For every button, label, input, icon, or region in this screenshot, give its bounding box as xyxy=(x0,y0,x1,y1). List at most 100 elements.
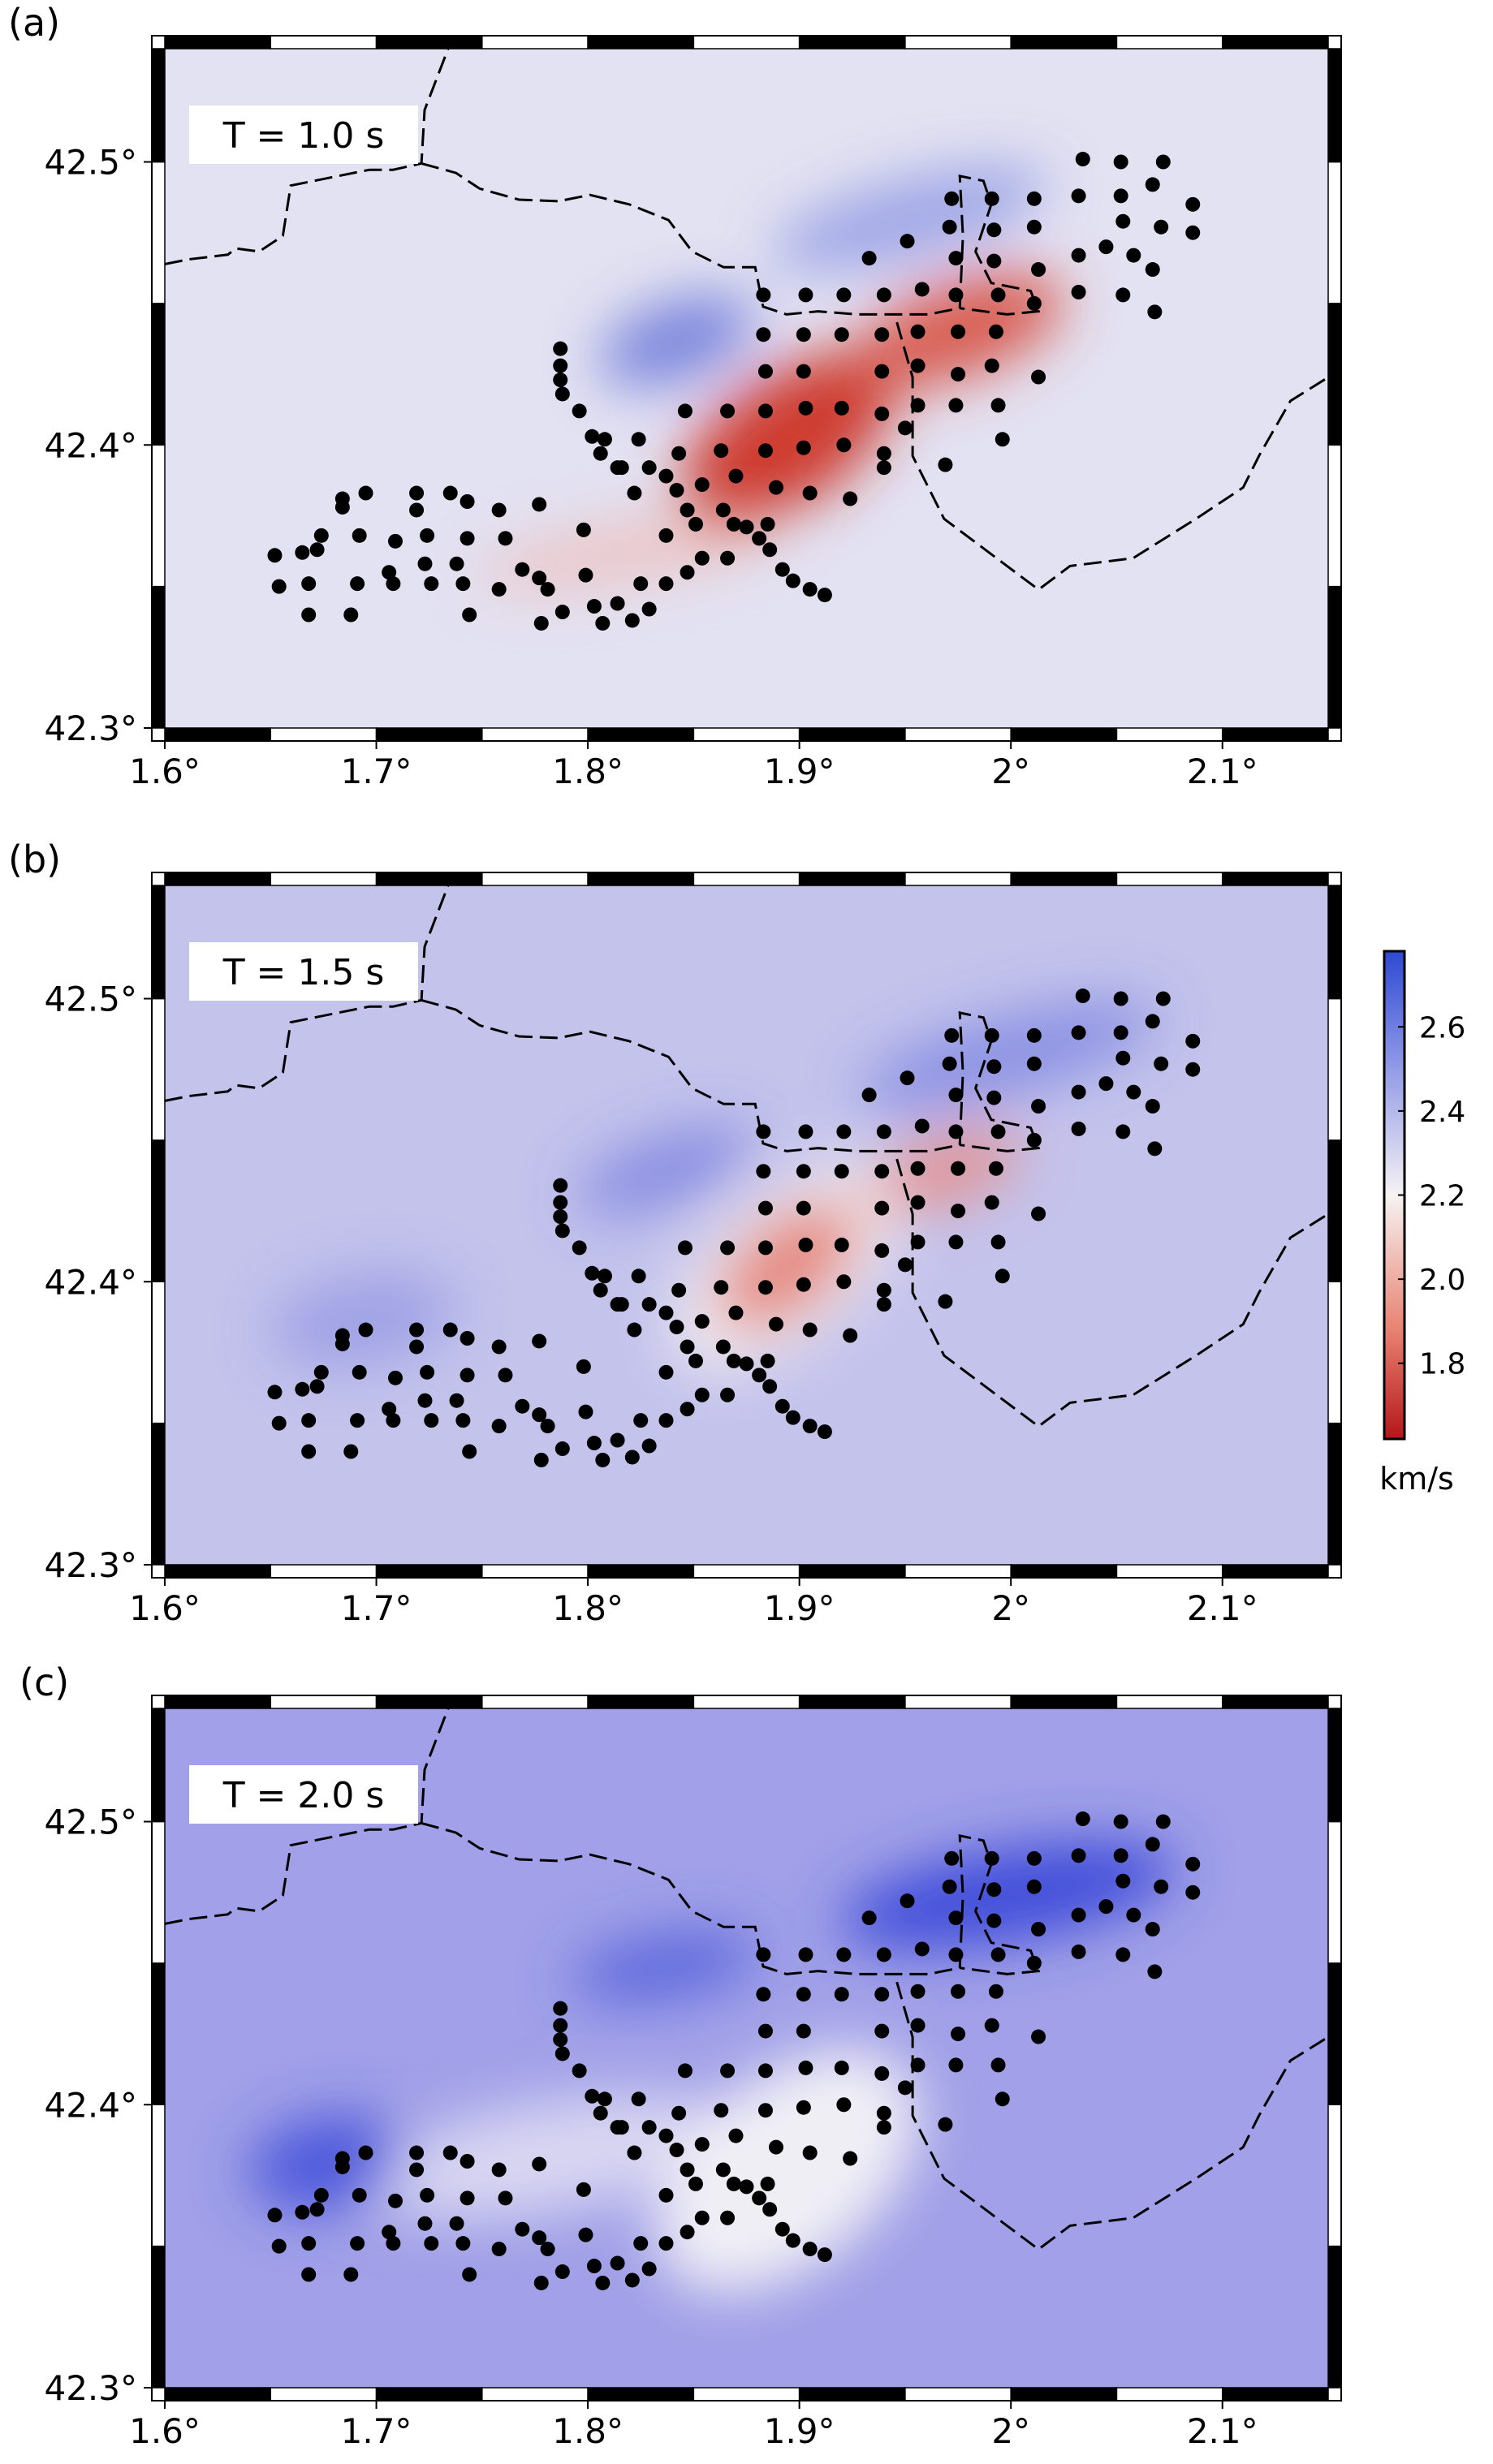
x-tick-label: 1.8° xyxy=(552,1588,624,1628)
station xyxy=(1145,177,1160,192)
station xyxy=(694,477,710,493)
station xyxy=(491,502,507,518)
station xyxy=(910,398,926,413)
x-tick-label: 1.8° xyxy=(552,752,624,791)
colorbar-tick-label: 2.2 xyxy=(1419,1180,1465,1213)
station xyxy=(1031,2029,1046,2044)
station xyxy=(836,1274,852,1290)
station xyxy=(532,1333,547,1349)
y-tick-label: 42.3° xyxy=(44,2368,137,2408)
frame-bar xyxy=(1327,585,1342,729)
station xyxy=(271,579,287,594)
station xyxy=(267,548,283,563)
station xyxy=(462,607,477,622)
frame-bar xyxy=(375,1695,483,1709)
station xyxy=(677,2063,693,2078)
station xyxy=(554,605,570,620)
station xyxy=(460,531,475,546)
station xyxy=(420,1364,435,1380)
station xyxy=(1031,369,1046,385)
station xyxy=(948,2057,964,2073)
frame-bar xyxy=(1327,444,1342,588)
station xyxy=(757,364,773,379)
station xyxy=(658,528,674,543)
station xyxy=(1154,1879,1169,1894)
station xyxy=(658,1413,674,1428)
station xyxy=(874,327,890,342)
station xyxy=(715,1339,731,1355)
station xyxy=(1098,1076,1114,1092)
frame-bar xyxy=(164,2387,272,2402)
station xyxy=(874,1243,890,1258)
station xyxy=(540,2242,555,2257)
frame-bar xyxy=(1327,48,1342,163)
station xyxy=(951,367,966,382)
frame-bar xyxy=(904,1564,1012,1579)
station xyxy=(1185,225,1201,240)
velocity-anomaly xyxy=(680,352,894,528)
station xyxy=(442,1322,458,1338)
station xyxy=(757,2103,773,2118)
station xyxy=(301,2267,317,2282)
frame-bar xyxy=(375,2387,483,2402)
station xyxy=(387,1370,403,1385)
period-box xyxy=(189,1765,418,1824)
frame-bar xyxy=(1010,1695,1118,1709)
frame-bar xyxy=(587,872,695,886)
station xyxy=(671,2105,687,2121)
frame-bar xyxy=(1327,161,1342,304)
station xyxy=(387,2193,403,2208)
frame-bar xyxy=(151,997,166,1141)
station xyxy=(301,2236,317,2251)
station xyxy=(910,358,926,373)
frame-bar xyxy=(151,2245,166,2389)
station xyxy=(796,1987,811,2002)
station xyxy=(876,1282,891,1298)
frame-bar xyxy=(151,585,166,729)
station xyxy=(948,1947,964,1962)
station xyxy=(595,2275,611,2290)
station xyxy=(576,2182,591,2197)
station xyxy=(834,2060,849,2075)
station xyxy=(553,358,568,373)
station xyxy=(1145,1014,1160,1029)
station xyxy=(876,446,891,461)
station xyxy=(350,2236,365,2251)
velocity-anomaly xyxy=(576,1125,754,1217)
frame-bar xyxy=(693,2387,800,2402)
station xyxy=(533,615,549,631)
station xyxy=(553,2032,568,2048)
frame-bar xyxy=(1221,727,1329,742)
station xyxy=(610,1432,625,1448)
frame-bar xyxy=(904,2387,1012,2402)
station xyxy=(990,2057,1006,2073)
station xyxy=(986,222,1002,238)
station xyxy=(760,516,775,532)
station xyxy=(409,1339,425,1355)
station xyxy=(951,1204,966,1219)
station xyxy=(271,2238,287,2254)
station xyxy=(990,1234,1006,1250)
period-label: T = 1.5 s xyxy=(222,952,385,993)
station xyxy=(627,485,642,501)
station xyxy=(578,567,593,583)
station xyxy=(1026,1132,1042,1148)
station xyxy=(834,1164,849,1179)
frame-bar xyxy=(1010,727,1118,742)
station xyxy=(796,1200,811,1216)
station xyxy=(694,550,710,566)
station xyxy=(802,582,818,597)
frame-bar xyxy=(1327,1139,1342,1282)
station xyxy=(694,2137,710,2152)
station xyxy=(350,576,365,592)
station xyxy=(515,1398,530,1414)
station xyxy=(986,253,1002,269)
station xyxy=(1075,152,1090,167)
station xyxy=(424,576,439,592)
station xyxy=(1185,196,1201,212)
period-label: T = 2.0 s xyxy=(222,1775,385,1816)
frame-bar xyxy=(164,1564,272,1579)
station xyxy=(624,2272,640,2288)
station xyxy=(1115,287,1131,303)
station xyxy=(352,2187,367,2203)
